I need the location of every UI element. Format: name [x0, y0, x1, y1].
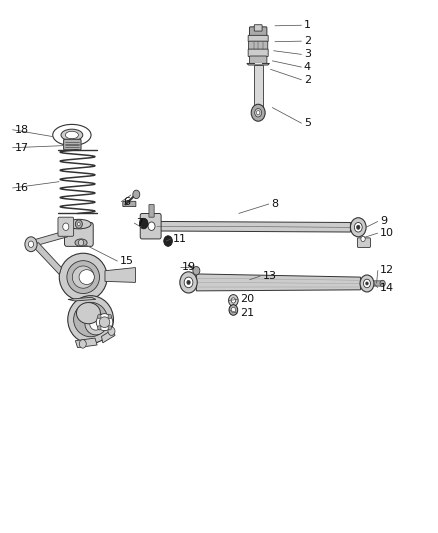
Ellipse shape [68, 296, 113, 343]
Circle shape [78, 239, 84, 246]
FancyBboxPatch shape [58, 217, 74, 236]
FancyBboxPatch shape [254, 65, 262, 108]
Polygon shape [68, 297, 96, 301]
Ellipse shape [79, 270, 94, 285]
Ellipse shape [67, 261, 99, 294]
Circle shape [139, 218, 148, 229]
FancyBboxPatch shape [250, 27, 267, 36]
Ellipse shape [53, 124, 91, 146]
Text: 3: 3 [304, 50, 311, 59]
Ellipse shape [61, 129, 83, 141]
Circle shape [133, 190, 140, 199]
Text: 17: 17 [14, 143, 28, 153]
Circle shape [63, 223, 69, 230]
Ellipse shape [90, 317, 102, 330]
FancyBboxPatch shape [250, 56, 267, 64]
FancyBboxPatch shape [254, 25, 262, 31]
Text: 14: 14 [380, 282, 394, 293]
Polygon shape [75, 338, 97, 348]
Text: 16: 16 [14, 183, 28, 193]
Polygon shape [196, 274, 360, 291]
Circle shape [229, 305, 238, 316]
Ellipse shape [75, 239, 87, 246]
Circle shape [187, 280, 190, 285]
Circle shape [25, 237, 37, 252]
Circle shape [350, 217, 366, 237]
Polygon shape [247, 63, 269, 65]
Circle shape [354, 222, 362, 232]
Text: 9: 9 [380, 216, 387, 227]
Text: 20: 20 [240, 294, 254, 304]
FancyBboxPatch shape [140, 214, 161, 239]
Text: 10: 10 [380, 228, 394, 238]
FancyBboxPatch shape [249, 41, 268, 50]
Text: 21: 21 [240, 308, 254, 318]
Circle shape [148, 222, 155, 230]
Text: 12: 12 [380, 265, 394, 275]
Circle shape [98, 326, 101, 330]
Text: 1: 1 [304, 20, 311, 30]
Circle shape [108, 314, 112, 319]
Polygon shape [32, 243, 61, 274]
Ellipse shape [99, 317, 110, 327]
Circle shape [256, 111, 260, 115]
Text: 7: 7 [136, 218, 143, 228]
Circle shape [180, 272, 197, 293]
Text: 13: 13 [262, 271, 276, 281]
Text: 19: 19 [182, 262, 196, 271]
FancyBboxPatch shape [123, 201, 136, 207]
Ellipse shape [72, 266, 94, 288]
Circle shape [364, 279, 371, 288]
Circle shape [366, 282, 368, 285]
FancyBboxPatch shape [248, 35, 268, 42]
FancyBboxPatch shape [373, 281, 383, 286]
Circle shape [380, 280, 385, 287]
Circle shape [251, 104, 265, 121]
Ellipse shape [96, 314, 113, 330]
Text: 2: 2 [304, 75, 311, 85]
Circle shape [28, 241, 34, 247]
FancyBboxPatch shape [149, 205, 154, 217]
Polygon shape [30, 230, 67, 247]
Ellipse shape [77, 303, 100, 324]
Circle shape [231, 308, 236, 313]
Polygon shape [105, 268, 135, 282]
Circle shape [231, 298, 236, 303]
Circle shape [184, 277, 193, 288]
Ellipse shape [65, 131, 78, 139]
Circle shape [361, 236, 365, 241]
Circle shape [229, 295, 238, 306]
Text: 18: 18 [14, 125, 28, 135]
Circle shape [164, 236, 173, 246]
Text: 11: 11 [173, 234, 187, 244]
FancyBboxPatch shape [64, 139, 81, 150]
Polygon shape [157, 221, 350, 232]
Ellipse shape [59, 253, 107, 301]
Text: 4: 4 [304, 62, 311, 72]
Text: 8: 8 [271, 199, 279, 209]
FancyBboxPatch shape [248, 49, 268, 56]
Text: 2: 2 [304, 36, 311, 46]
Circle shape [78, 222, 80, 225]
Circle shape [108, 326, 112, 330]
Text: 6: 6 [123, 197, 130, 207]
FancyBboxPatch shape [357, 238, 371, 247]
Ellipse shape [67, 219, 91, 229]
Circle shape [360, 275, 374, 292]
FancyBboxPatch shape [64, 222, 93, 246]
Text: 15: 15 [120, 256, 134, 266]
Polygon shape [102, 329, 115, 343]
Circle shape [108, 327, 115, 335]
Ellipse shape [74, 302, 108, 337]
Circle shape [193, 266, 200, 275]
Text: 5: 5 [304, 118, 311, 128]
Ellipse shape [85, 313, 107, 335]
Circle shape [254, 109, 261, 117]
Circle shape [98, 314, 101, 319]
Circle shape [75, 220, 82, 228]
Circle shape [357, 225, 360, 229]
Circle shape [79, 340, 86, 348]
